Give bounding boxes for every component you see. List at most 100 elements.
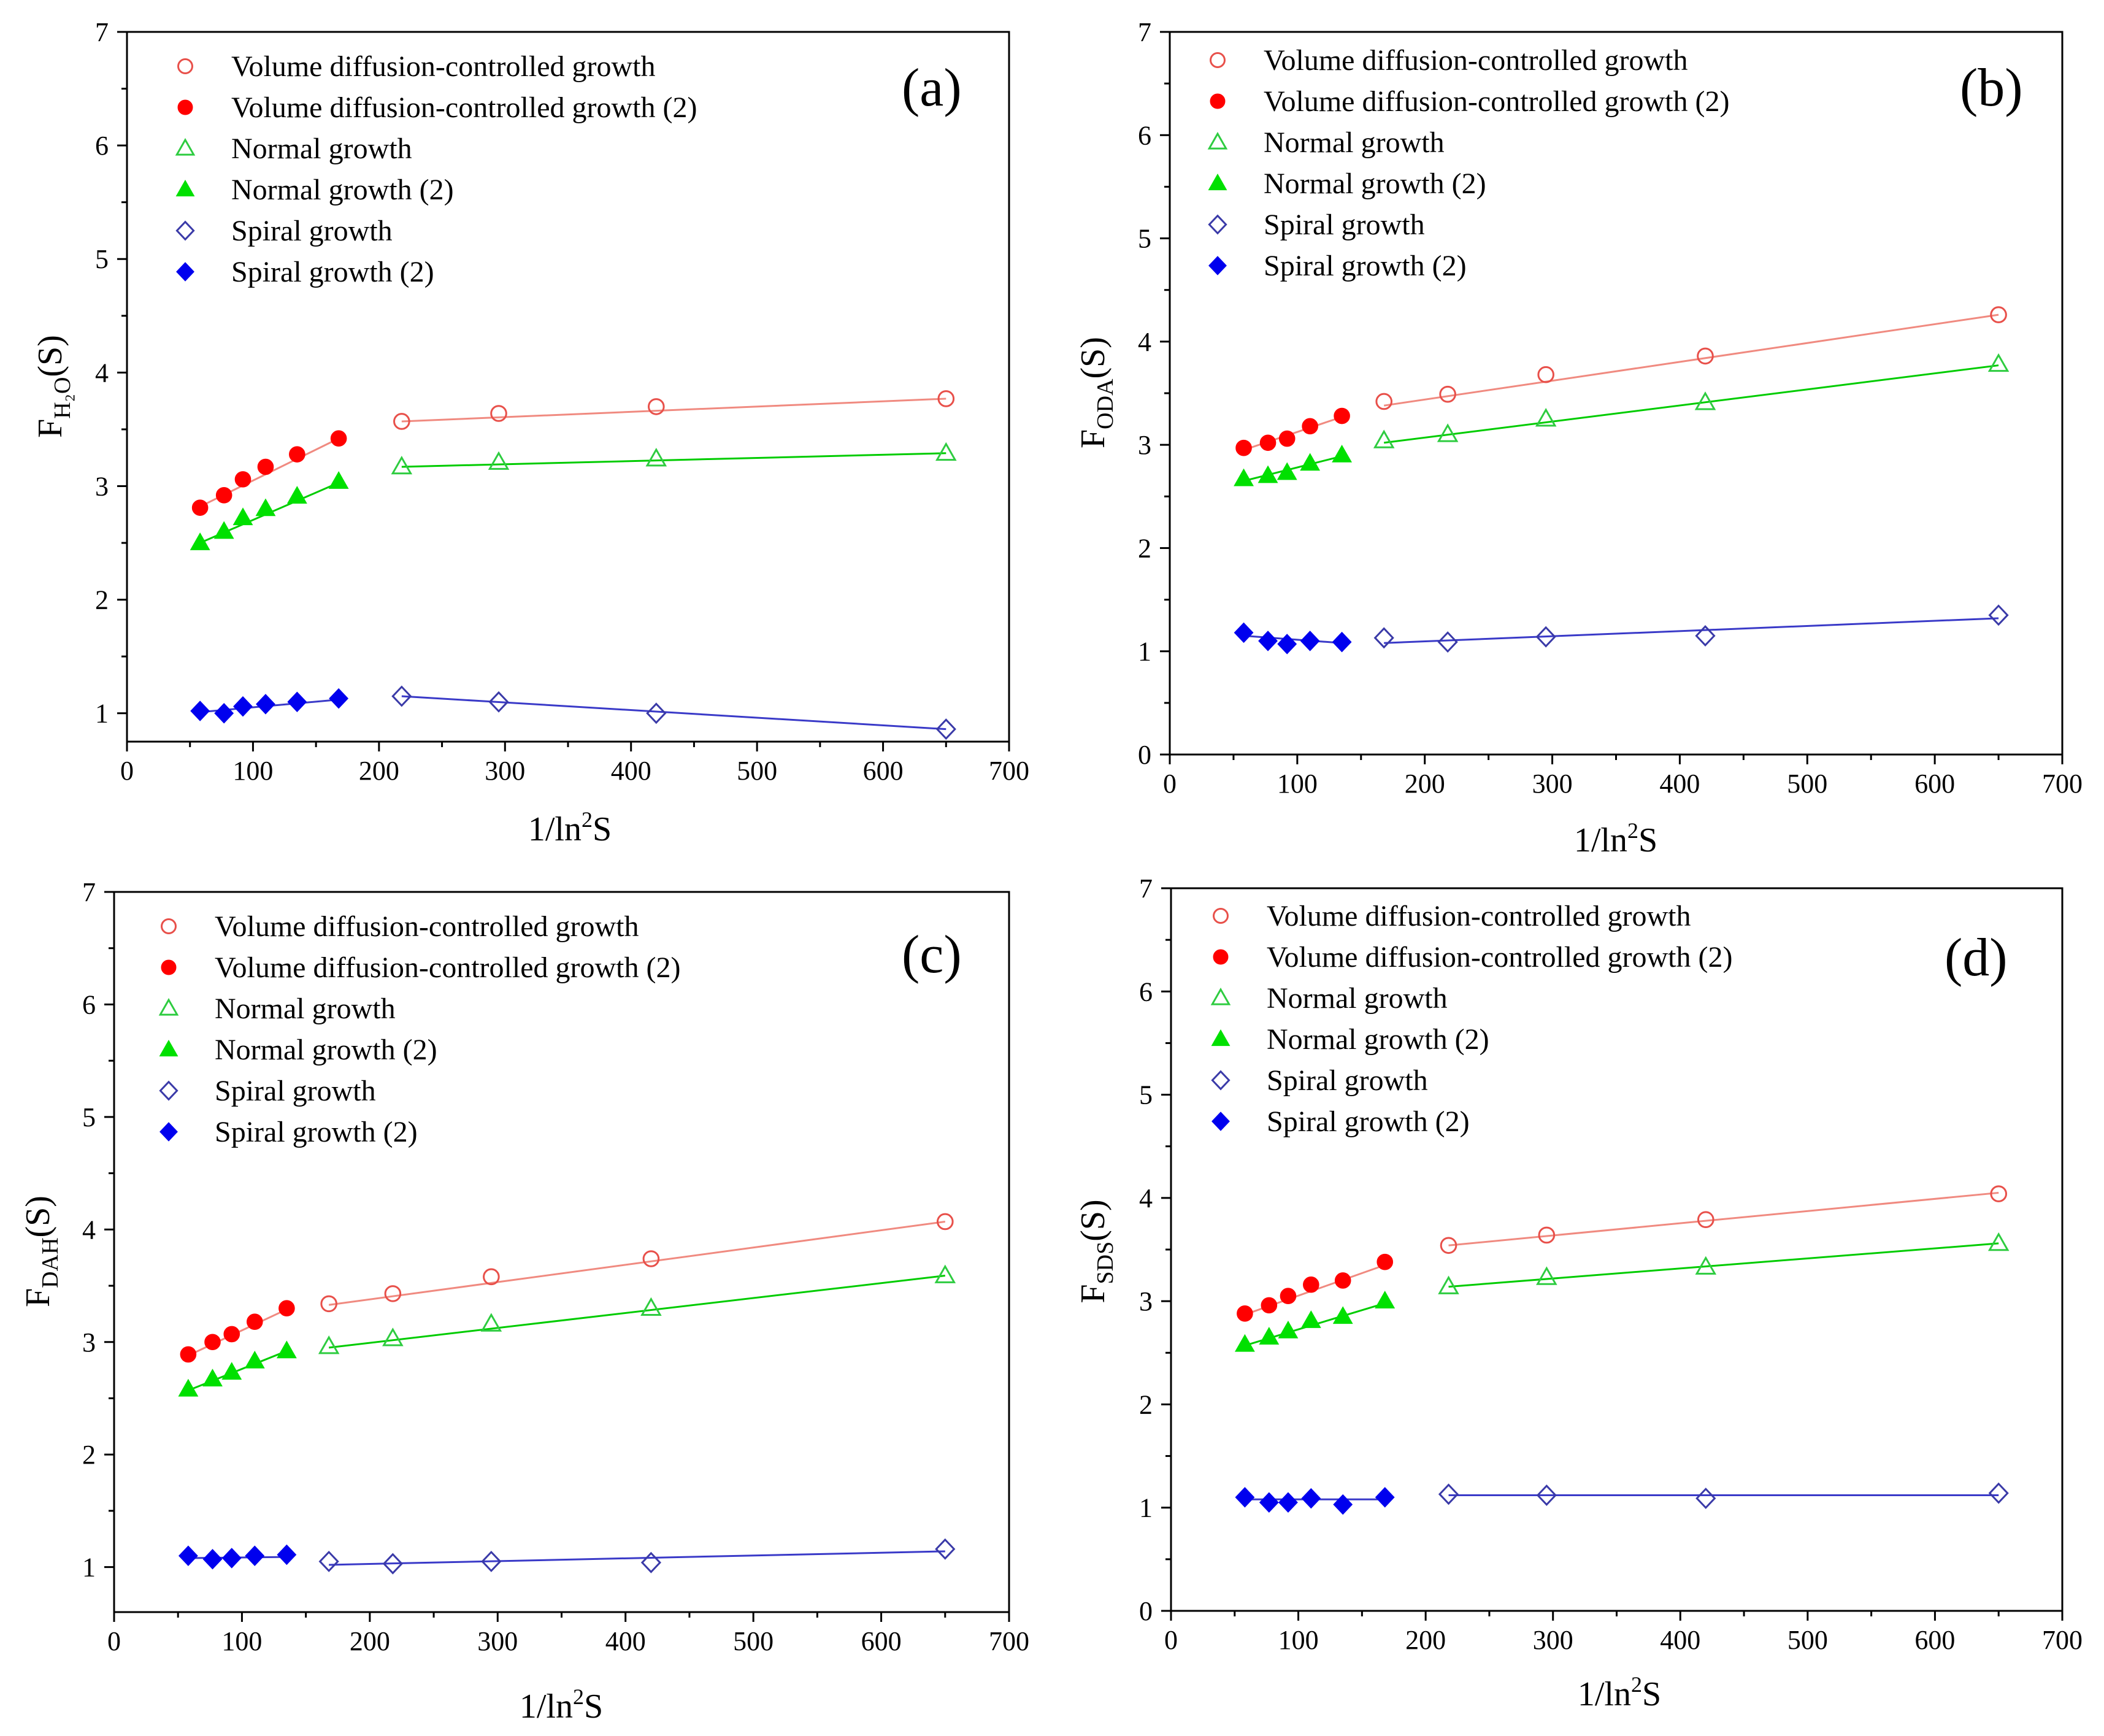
data-point-triangle (935, 442, 957, 461)
data-point-circle (648, 398, 665, 415)
data-point-circle (1278, 430, 1296, 447)
legend-marker-diamond (1208, 256, 1227, 275)
data-point-circle (393, 413, 410, 430)
legend-d: Volume diffusion-controlled growth Volume… (1210, 900, 1732, 1138)
data-point-triangle (190, 532, 210, 550)
legend-label: Spiral growth (2) (1267, 1105, 1470, 1138)
data-point-circle (1376, 1253, 1394, 1270)
y-tick-label: 2 (82, 1440, 96, 1470)
data-point-triangle (1375, 1291, 1396, 1308)
data-point-diamond (1234, 622, 1254, 643)
x-axis-title-b: 1/ln2S (1574, 818, 1657, 859)
data-point-triangle (1234, 468, 1254, 486)
legend-marker-circle (177, 99, 193, 115)
data-point-circle (1259, 434, 1277, 451)
x-tick-label: 500 (1787, 769, 1827, 799)
legend-label: Spiral growth (1264, 209, 1425, 241)
data-point-diamond (1333, 1494, 1353, 1515)
data-point-diamond (1332, 631, 1352, 653)
legend-marker-triangle (158, 997, 179, 1016)
data-point-triangle (934, 1264, 956, 1283)
y-axis-title-tail-d: (S) (1074, 1199, 1112, 1241)
x-tick-label: 400 (611, 756, 651, 786)
legend-label: Spiral growth (2) (215, 1116, 418, 1148)
axis-ticks-c (104, 891, 1010, 1622)
y-tick-label: 1 (1138, 637, 1151, 667)
data-markers-b (1234, 306, 2010, 655)
legend-marker-circle (161, 918, 177, 934)
data-point-triangle (318, 1335, 340, 1354)
y-axis-title-a: FH₂O(S) (31, 335, 75, 438)
data-markers-c (178, 1213, 956, 1575)
x-tick-label: 700 (989, 1626, 1029, 1656)
y-tick-label: 0 (1138, 740, 1151, 770)
data-point-triangle (391, 455, 413, 475)
x-tick-label: 600 (861, 1626, 902, 1656)
data-point-diamond (178, 1545, 198, 1567)
data-point-circle (642, 1250, 660, 1267)
data-point-circle (937, 390, 955, 407)
legend-label: Normal growth (2) (215, 1034, 437, 1066)
fit-line (401, 695, 946, 731)
data-point-diamond (1373, 627, 1394, 649)
legend-label: Normal growth (2) (1264, 167, 1486, 200)
data-point-triangle (1332, 444, 1353, 463)
data-point-circle (223, 1326, 240, 1343)
data-point-circle (483, 1268, 500, 1286)
x-tick-label: 100 (1278, 1625, 1319, 1655)
data-point-diamond (1695, 1488, 1716, 1510)
data-point-diamond (640, 1551, 662, 1573)
legend-marker-triangle (1211, 1029, 1231, 1047)
data-point-circle (1439, 385, 1456, 403)
data-point-triangle (1257, 465, 1278, 483)
data-point-diamond (1278, 1492, 1298, 1513)
x-tick-label: 600 (1914, 769, 1955, 799)
legend-marker-triangle (1207, 131, 1228, 150)
data-point-circle (1334, 407, 1350, 424)
y-axis-title-d: FSDS(S) (1074, 1199, 1118, 1303)
data-point-triangle (1278, 1320, 1299, 1338)
x-tick-label: 700 (2042, 1625, 2083, 1655)
data-point-diamond (935, 1538, 956, 1560)
legend-marker-triangle (1210, 987, 1231, 1005)
fit-line (1384, 364, 1999, 444)
data-point-circle (1261, 1297, 1278, 1314)
x-axis-title-a: 1/ln2S (528, 807, 612, 848)
data-point-triangle (244, 1350, 265, 1369)
legend-label: Volume diffusion-controlled growth (2) (1264, 85, 1729, 118)
legend-label: Normal growth (2) (231, 174, 454, 206)
fit-lines-d (1244, 1191, 1999, 1500)
y-tick-label: 6 (1138, 120, 1151, 150)
data-point-diamond (1300, 631, 1320, 651)
data-point-diamond (646, 702, 667, 724)
data-point-diamond (481, 1550, 502, 1572)
data-point-diamond (1277, 634, 1297, 655)
x-tick-label: 200 (350, 1626, 390, 1656)
panel-label-d: (d) (1945, 928, 2008, 988)
axis-ticks-d (1161, 887, 2064, 1621)
fit-line (1448, 1242, 1999, 1288)
fit-lines-b (1243, 313, 1999, 644)
legend-marker-diamond (1211, 1070, 1231, 1091)
data-point-diamond (1988, 1482, 2009, 1504)
legend-label: Volume diffusion-controlled growth (215, 910, 639, 943)
data-point-diamond (935, 718, 956, 740)
x-tick-label: 400 (605, 1626, 646, 1656)
legend-a: Volume diffusion-controlled growth Volume… (175, 50, 697, 288)
fit-line (1243, 634, 1342, 644)
data-point-triangle (213, 521, 234, 539)
legend-b: Volume diffusion-controlled growth Volume… (1207, 44, 1729, 282)
legend-marker-diamond (1208, 214, 1227, 235)
chart-panel-d: 0 100 200 300 400 500 600 700 0 1 2 3 4 5 6 7 Volume di… (1074, 874, 2083, 1713)
data-point-triangle (1277, 462, 1297, 480)
data-point-diamond (382, 1553, 403, 1575)
data-point-circle (320, 1295, 337, 1313)
x-tick-label: 400 (1659, 769, 1700, 799)
legend-marker-circle (1213, 908, 1229, 924)
data-point-circle (1375, 393, 1392, 410)
y-tick-label: 6 (95, 131, 109, 161)
fit-line (1384, 617, 1999, 644)
x-tick-label: 400 (1660, 1625, 1700, 1655)
y-tick-label: 2 (95, 585, 109, 615)
fit-line (1383, 313, 1999, 407)
